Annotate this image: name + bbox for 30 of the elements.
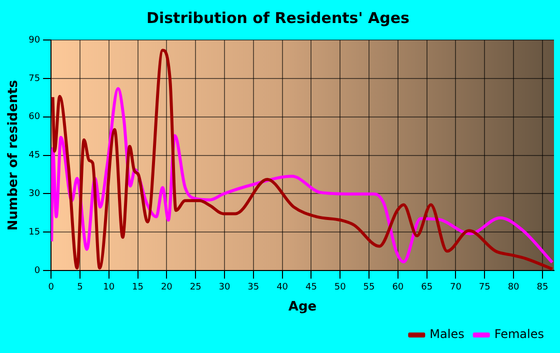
y-axis-title: Number of residents xyxy=(6,80,22,231)
y-tick-label: 45 xyxy=(28,150,40,161)
legend-label: Females xyxy=(494,327,544,342)
x-tick-label: 35 xyxy=(248,282,260,292)
x-tick-label: 55 xyxy=(363,282,375,292)
y-tick-label: 75 xyxy=(28,74,40,84)
legend-label: Males xyxy=(430,327,464,342)
x-tick-label: 50 xyxy=(334,282,346,292)
x-tick-label: 25 xyxy=(190,282,202,292)
x-tick-label: 30 xyxy=(218,282,230,292)
y-tick-label: 15 xyxy=(28,228,40,238)
x-tick-label: 65 xyxy=(421,282,433,292)
x-tick-label: 80 xyxy=(508,282,520,292)
x-tick-label: 75 xyxy=(478,282,490,292)
x-axis-title: Age xyxy=(288,300,317,315)
x-tick-label: 5 xyxy=(77,282,83,292)
x-tick-label: 20 xyxy=(160,282,173,292)
y-tick-label: 90 xyxy=(28,35,40,46)
x-tick-label: 15 xyxy=(132,282,144,292)
x-tick-label: 0 xyxy=(48,282,54,292)
y-tick-label: 60 xyxy=(28,112,40,122)
chart-title: Distribution of Residents' Ages xyxy=(146,8,410,27)
y-tick-label: 30 xyxy=(28,189,40,200)
x-tick-label: 60 xyxy=(392,282,404,292)
x-tick-label: 85 xyxy=(536,282,548,292)
x-tick-label: 45 xyxy=(305,282,317,292)
x-tick-label: 70 xyxy=(450,282,462,292)
x-tick-label: 40 xyxy=(276,282,288,292)
x-tick-label: 10 xyxy=(103,282,115,292)
y-tick-label: 0 xyxy=(34,266,40,276)
